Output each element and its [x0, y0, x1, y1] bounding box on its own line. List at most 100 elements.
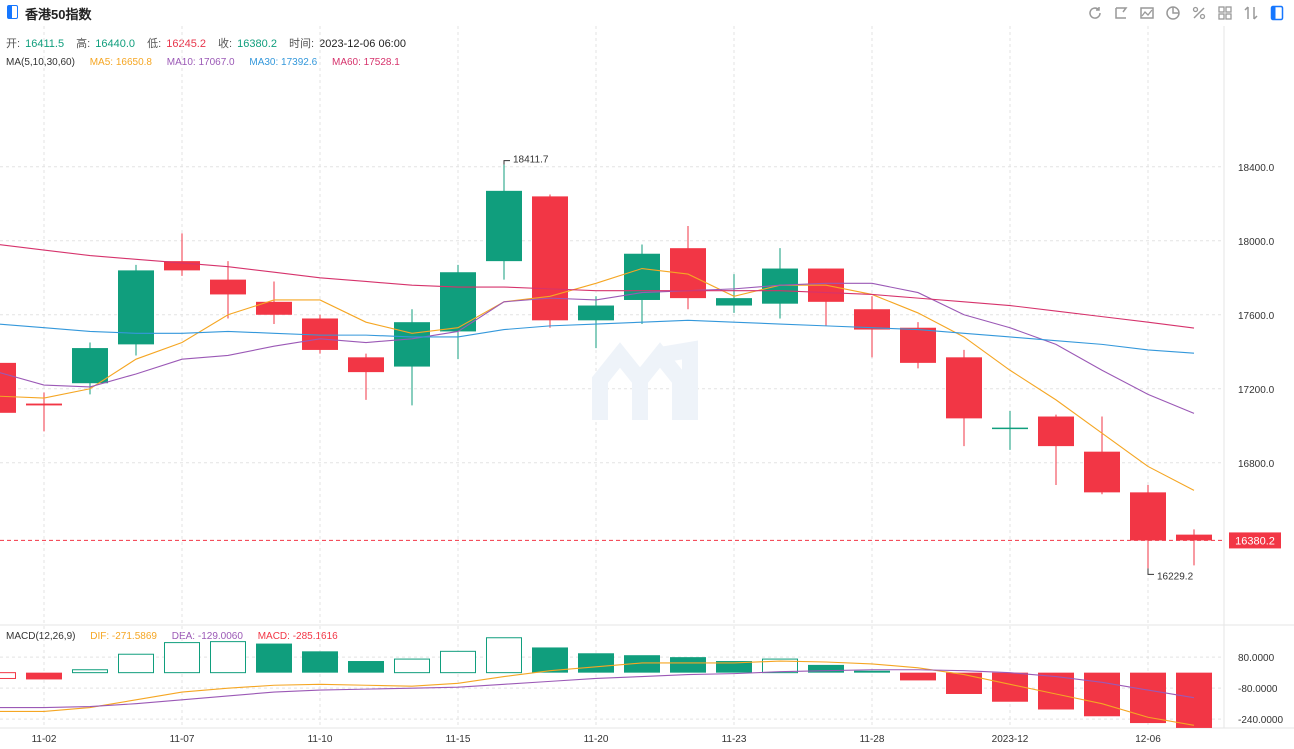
candle-body: [1084, 451, 1120, 493]
macd-histogram-bar: [440, 650, 476, 674]
macd-histogram-bar: [1084, 672, 1120, 717]
high-value: 16440.0: [95, 38, 136, 50]
low-label: 低:: [147, 38, 162, 50]
sort-icon[interactable]: [1242, 4, 1260, 22]
candle-body: [26, 403, 62, 406]
ma-legend: MA(5,10,30,60) MA5: 16650.8 MA10: 17067.…: [6, 57, 412, 68]
last-price-tag: [1229, 532, 1281, 549]
ma30-legend: MA30: 17392.6: [249, 57, 318, 68]
candle-body: [486, 190, 522, 262]
percent-icon[interactable]: [1190, 4, 1208, 22]
high-marker-arrow: [503, 160, 510, 165]
chart-type-icon[interactable]: [1138, 4, 1156, 22]
macd-y-tick-label: 80.0000: [1238, 653, 1275, 664]
open-value: 16411.5: [25, 38, 65, 50]
x-tick-label: 11-15: [446, 734, 471, 745]
x-tick-label: 11-10: [308, 734, 333, 745]
panel-icon[interactable]: [1268, 4, 1286, 22]
candle-body: [992, 427, 1028, 430]
macd-histogram-bar: [256, 643, 292, 673]
watermark-logo: [592, 340, 698, 420]
low-marker-arrow: [1147, 568, 1154, 575]
dea-line: [0, 669, 1195, 709]
candle-body: [348, 357, 384, 373]
candle-body: [532, 196, 568, 321]
draw-icon[interactable]: [1112, 4, 1130, 22]
x-tick-label: 11-28: [860, 734, 885, 745]
candle-body: [1038, 416, 1074, 447]
macd-histogram-bar: [72, 669, 108, 674]
candle-body: [0, 362, 16, 413]
macd-histogram-bar: [164, 642, 200, 674]
macd-histogram-bar: [348, 661, 384, 673]
macd-histogram-bar: [532, 647, 568, 673]
open-label: 开:: [6, 38, 21, 50]
ohlc-readout: 开: 16411.5 高: 16440.0 低: 16245.2 收: 1638…: [6, 35, 408, 51]
x-tick-label: 12-06: [1135, 734, 1161, 745]
grid-icon[interactable]: [1216, 4, 1234, 22]
macd-histogram-bar: [854, 670, 890, 673]
candle-body: [1130, 492, 1166, 541]
ma30-line: [0, 319, 1195, 354]
y-tick-label: 16800.0: [1238, 459, 1275, 470]
macd-histogram-bar: [210, 641, 246, 674]
low-value: 16245.2: [166, 38, 206, 50]
macd-histogram-bar: [486, 637, 522, 674]
candle-body: [716, 298, 752, 306]
macd-y-tick-label: -240.0000: [1238, 715, 1283, 726]
ma60-legend: MA60: 17528.1: [331, 57, 400, 68]
dif-legend: DIF: -271.5869: [90, 631, 157, 642]
candle-body: [394, 322, 430, 367]
toolbar: [1086, 4, 1286, 22]
candle-body: [1176, 534, 1212, 541]
macd-histogram-bar: [946, 672, 982, 694]
macd-legend-label: MACD(12,26,9): [6, 631, 76, 642]
macd-histogram-bar: [624, 655, 660, 673]
candle-body: [72, 348, 108, 384]
time-label: 时间:: [289, 38, 315, 50]
macd-histogram-bar: [716, 661, 752, 673]
candle-body: [118, 270, 154, 345]
macd-legend: MACD(12,26,9) DIF: -271.5869 DEA: -129.0…: [6, 631, 350, 642]
candle-body: [946, 357, 982, 419]
macd-histogram-bar: [578, 653, 614, 673]
chart-header: 香港50指数: [0, 0, 1294, 26]
macd-histogram-bar: [808, 664, 844, 673]
x-tick-label: 11-23: [722, 734, 747, 745]
candle-body: [256, 301, 292, 315]
y-tick-label: 18000.0: [1238, 237, 1275, 248]
macd-y-tick-label: -80.0000: [1238, 684, 1278, 695]
ma60-line: [0, 244, 1195, 329]
macd-histogram-bar: [118, 653, 154, 674]
macd-value-legend: MACD: -285.1616: [257, 631, 338, 642]
macd-histogram-bar: [670, 657, 706, 673]
macd-histogram-bar: [394, 658, 430, 674]
time-value: 2023-12-06 06:00: [319, 38, 406, 50]
ma10-legend: MA10: 17067.0: [166, 57, 235, 68]
high-marker-label: 18411.7: [513, 155, 549, 166]
candle-body: [164, 261, 200, 271]
ma-legend-label: MA(5,10,30,60): [6, 57, 75, 68]
x-tick-label: 11-20: [584, 734, 609, 745]
ma5-line: [0, 267, 1195, 491]
macd-histogram-bar: [900, 672, 936, 681]
macd-histogram-bar: [302, 651, 338, 673]
last-price-label: 16380.2: [1235, 535, 1275, 547]
dif-line: [0, 660, 1195, 726]
macd-histogram-bar: [1130, 672, 1166, 724]
y-tick-label: 17600.0: [1238, 311, 1275, 322]
candle-body: [854, 309, 890, 330]
y-tick-label: 18400.0: [1238, 163, 1275, 174]
dea-legend: DEA: -129.0060: [171, 631, 243, 642]
x-tick-label: 11-02: [32, 734, 57, 745]
ma10-line: [0, 282, 1195, 414]
panel-logo-icon: [7, 5, 18, 19]
macd-histogram-bar: [26, 672, 62, 680]
candle-body: [440, 272, 476, 332]
y-tick-label: 17200.0: [1238, 385, 1275, 396]
refresh-icon[interactable]: [1086, 4, 1104, 22]
pie-icon[interactable]: [1164, 4, 1182, 22]
close-label: 收:: [218, 38, 233, 50]
high-label: 高:: [76, 38, 91, 50]
